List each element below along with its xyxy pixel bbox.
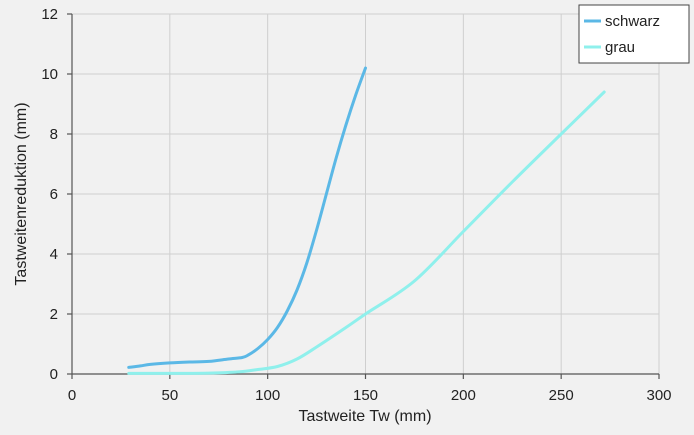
- x-tick-label: 200: [451, 387, 476, 404]
- legend-label-schwarz: schwarz: [605, 13, 660, 30]
- axes: [67, 13, 660, 379]
- y-tick-label: 2: [50, 306, 58, 323]
- series: [127, 66, 606, 375]
- grid: [72, 13, 660, 374]
- y-tick-label: 8: [50, 126, 58, 143]
- y-tick-label: 12: [41, 6, 58, 23]
- tick-labels: 0 2 4 6 8 10 12 0 50 100 150 200 250 300: [41, 6, 671, 404]
- x-axis-title: Tastweite Tw (mm): [298, 408, 431, 425]
- y-tick-label: 0: [50, 366, 58, 383]
- x-tick-label: 100: [255, 387, 280, 404]
- y-axis-title: Tastweitenreduktion (mm): [13, 102, 30, 285]
- x-tick-label: 0: [68, 387, 76, 404]
- x-tick-label: 250: [549, 387, 574, 404]
- x-tick-label: 150: [353, 387, 378, 404]
- legend-label-grau: grau: [605, 39, 635, 56]
- y-tick-label: 10: [41, 66, 58, 83]
- series-line-schwarz: [127, 66, 367, 369]
- legend-box: [578, 4, 690, 64]
- y-tick-label: 6: [50, 186, 58, 203]
- x-tick-label: 50: [161, 387, 178, 404]
- y-tick-label: 4: [50, 246, 58, 263]
- series-line-grau: [127, 90, 606, 375]
- x-tick-label: 300: [646, 387, 671, 404]
- legend: schwarz grau: [578, 4, 690, 64]
